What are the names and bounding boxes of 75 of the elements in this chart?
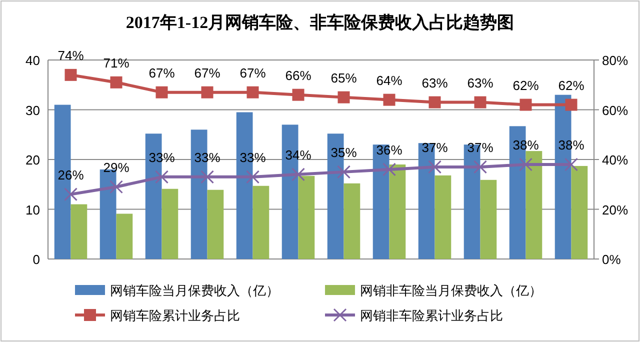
bar (252, 186, 270, 259)
data-label: 63% (422, 75, 448, 90)
legend-label: 网销非车险当月保费收入（亿） (360, 283, 542, 298)
data-label: 38% (558, 137, 585, 152)
point (155, 170, 168, 184)
point (292, 88, 304, 101)
data-label: 66% (285, 68, 312, 83)
y-tick-label: 10 (26, 202, 40, 218)
y2-tick-label: 0% (602, 252, 622, 267)
data-label: 63% (467, 75, 494, 90)
data-label: 37% (422, 140, 448, 155)
chart-title: 2017年1-12月网销车险、非车险保费收入占比趋势图 (126, 13, 514, 32)
legend-label: 网销车险累计业务占比 (110, 308, 240, 323)
data-label: 29% (103, 160, 130, 175)
point (474, 160, 487, 174)
legend-label: 网销车险当月保费收入（亿） (110, 283, 279, 298)
data-label: 37% (467, 140, 494, 155)
data-label: 64% (376, 72, 403, 88)
y-tick-label: 40 (26, 53, 40, 68)
bar (116, 214, 133, 259)
point (246, 170, 260, 184)
bar (480, 180, 497, 259)
data-label: 67% (148, 65, 176, 80)
point (110, 180, 123, 194)
bar (434, 175, 452, 259)
data-label: 65% (330, 70, 358, 86)
data-label: 67% (240, 65, 266, 80)
bar (389, 164, 406, 259)
data-label: 33% (194, 150, 221, 165)
data-label: 26% (58, 167, 84, 182)
point (565, 98, 578, 111)
data-label: 38% (512, 137, 540, 152)
data-label: 33% (148, 150, 176, 165)
bar (526, 151, 542, 259)
point (564, 158, 578, 172)
point (519, 158, 532, 172)
point (428, 96, 441, 108)
y2-tick-label: 60% (602, 102, 628, 118)
point (201, 86, 214, 98)
point (474, 96, 486, 108)
data-label: 62% (512, 78, 540, 93)
point (246, 86, 259, 98)
y-tick-label: 0 (32, 252, 40, 267)
point (200, 170, 214, 184)
data-label: 71% (103, 55, 130, 70)
bar (571, 166, 588, 259)
y2-tick-label: 40% (602, 152, 628, 168)
point (337, 165, 350, 179)
bar (70, 204, 88, 259)
bar (344, 183, 360, 259)
point (428, 160, 442, 174)
point (292, 168, 305, 182)
legend-label: 网销非车险累计业务占比 (360, 308, 503, 323)
y2-tick-label: 80% (602, 53, 628, 68)
point (382, 162, 396, 176)
point (383, 94, 396, 106)
bar (298, 176, 315, 259)
data-label: 62% (558, 78, 585, 93)
bar (162, 188, 178, 259)
y-tick-label: 30 (26, 102, 40, 118)
data-label: 34% (285, 147, 312, 162)
data-label: 35% (330, 144, 358, 160)
point (520, 98, 532, 111)
data-label: 33% (240, 150, 266, 165)
point (64, 68, 77, 81)
data-label: 36% (376, 142, 403, 158)
point (110, 76, 122, 88)
y2-tick-label: 20% (602, 202, 628, 218)
point (156, 86, 168, 98)
point (338, 91, 350, 104)
bar (207, 190, 224, 259)
data-label: 74% (58, 48, 84, 63)
data-label: 67% (194, 65, 221, 80)
point (64, 188, 78, 202)
y-tick-label: 20 (26, 152, 40, 168)
